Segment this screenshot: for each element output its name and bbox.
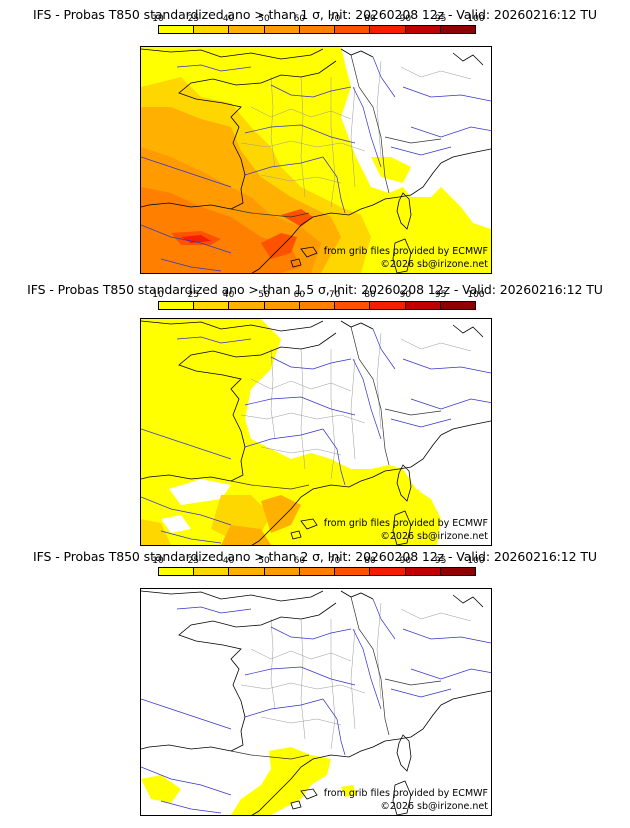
legend-tick-label: 100 [467,14,485,24]
legend-swatch [264,26,300,33]
credit-source: from grib files provided by ECMWF [323,246,488,257]
legend-swatch [299,302,336,309]
legend-swatch [370,568,406,575]
legend-swatch [299,568,336,575]
legend-swatch [159,302,195,309]
panel-title: IFS - Probas T850 standardized ano > tha… [27,282,603,297]
legend-swatch [335,568,371,575]
legend-tick-label: 100 [467,556,485,566]
legend-tick-label: 80 [364,290,376,300]
legend-swatch [440,26,475,33]
color-legend: 10 25 40 50 60 70 80 90 95 100 [152,14,485,35]
map-graphic [141,319,491,545]
legend-tick-label: 70 [328,290,341,300]
legend-tick-label: 25 [187,14,200,24]
credit-source: from grib files provided by ECMWF [323,788,488,799]
legend-swatch [335,26,371,33]
legend-tick-label: 60 [293,290,306,300]
legend-tick-label: 95 [434,14,447,24]
panel-title: IFS - Probas T850 standardized ano > tha… [33,549,597,564]
legend-tick-label: 25 [187,556,200,566]
legend-tick-label: 10 [152,290,164,300]
legend-swatch [159,26,195,33]
legend-swatch [405,568,441,575]
legend-swatch [194,302,230,309]
map-graphic [141,590,491,815]
panel-2sigma: IFS - Probas T850 standardized ano > tha… [0,542,630,818]
legend-tick-label: 25 [187,290,200,300]
legend-tick-label: 60 [293,14,306,24]
legend-tick-label: 40 [222,290,235,300]
legend-swatch [264,568,300,575]
legend-swatch [299,26,336,33]
legend-swatch [405,26,441,33]
legend-swatch [229,26,265,33]
panel-title: IFS - Probas T850 standardized ano > tha… [33,7,597,22]
legend-tick-label: 90 [399,556,412,566]
legend-tick-label: 50 [258,290,270,300]
legend-swatch [159,568,195,575]
credit-source: from grib files provided by ECMWF [323,518,488,529]
legend-swatch [264,302,300,309]
legend-swatch [194,26,230,33]
legend-tick-label: 40 [222,14,235,24]
probability-map: from grib files provided by ECMWF ©2026 … [140,318,492,546]
legend-swatch [194,568,230,575]
legend-swatch [229,568,265,575]
legend-ticks: 10 25 40 50 60 70 80 90 95 100 [152,556,484,566]
legend-swatch [229,302,265,309]
legend-tick-label: 40 [222,556,235,566]
legend-bar [158,25,476,34]
legend-tick-label: 70 [328,556,341,566]
legend-tick-label: 60 [293,556,306,566]
legend-tick-label: 95 [434,290,447,300]
legend-swatch [370,26,406,33]
legend-tick-label: 50 [258,14,270,24]
legend-tick-label: 95 [434,556,447,566]
color-legend: 10 25 40 50 60 70 80 90 95 100 [152,290,485,311]
legend-swatch [440,302,475,309]
legend-tick-label: 80 [364,556,376,566]
legend-swatch [335,302,371,309]
credit-copyright: ©2026 sb@irizone.net [380,531,488,542]
legend-swatch [370,302,406,309]
legend-bar [158,301,476,310]
legend-ticks: 10 25 40 50 60 70 80 90 95 100 [152,290,484,300]
legend-tick-label: 100 [467,290,485,300]
legend-tick-label: 90 [399,290,412,300]
legend-tick-label: 70 [328,14,341,24]
legend-tick-label: 80 [364,14,376,24]
legend-swatch [440,568,475,575]
probability-map: from grib files provided by ECMWF ©2026 … [140,588,492,816]
credit-copyright: ©2026 sb@irizone.net [380,259,488,270]
legend-bar [158,567,476,576]
map-graphic [141,47,491,273]
legend-swatch [405,302,441,309]
legend-tick-label: 90 [399,14,412,24]
panel-1-5sigma: IFS - Probas T850 standardized ano > tha… [0,272,630,548]
color-legend: 10 25 40 50 60 70 80 90 95 100 [152,556,485,577]
legend-ticks: 10 25 40 50 60 70 80 90 95 100 [152,14,484,24]
panel-1sigma: IFS - Probas T850 standardized ano > tha… [0,0,630,276]
legend-tick-label: 50 [258,556,270,566]
legend-tick-label: 10 [152,556,164,566]
credit-copyright: ©2026 sb@irizone.net [380,801,488,812]
probability-map: from grib files provided by ECMWF ©2026 … [140,46,492,274]
legend-tick-label: 10 [152,14,164,24]
